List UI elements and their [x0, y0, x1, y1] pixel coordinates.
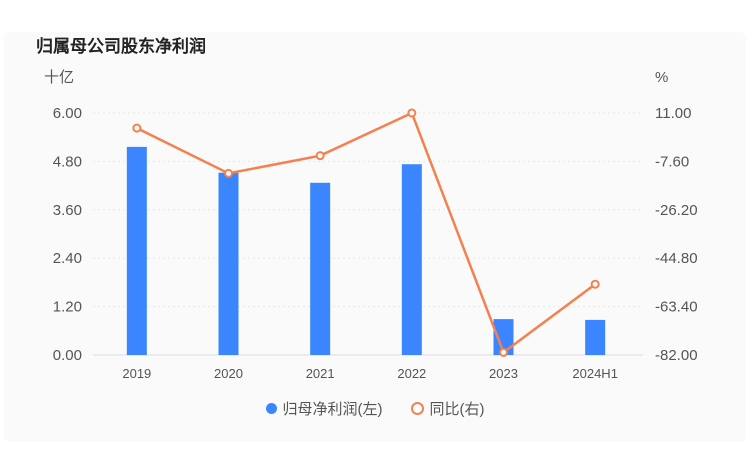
right-tick-label: -7.60: [655, 153, 689, 170]
x-tick-label: 2020: [214, 366, 243, 381]
line-point-2023: [499, 347, 508, 357]
line-point-2022: [407, 108, 417, 118]
x-tick-label: 2019: [122, 366, 151, 381]
right-tick-label: -26.20: [655, 202, 698, 219]
left-tick-label: 6.00: [53, 105, 82, 122]
right-axis-unit: %: [655, 69, 668, 86]
right-tick-label: 11.00: [655, 105, 691, 122]
left-tick-label: 0.00: [53, 347, 82, 364]
x-tick-label: 2024H1: [572, 366, 618, 381]
line-point-2021: [315, 151, 325, 161]
x-tick-label: 2022: [397, 366, 426, 381]
bar-2020: [218, 172, 239, 355]
line-point-2020: [224, 168, 233, 178]
right-tick-label: -63.40: [655, 299, 698, 316]
line-point-2024H1: [590, 279, 600, 289]
line-point-2019: [132, 123, 142, 133]
left-tick-label: 3.60: [53, 202, 82, 219]
left-tick-label: 2.40: [53, 250, 82, 267]
bar-2021: [310, 182, 331, 355]
right-tick-label: -82.00: [655, 347, 698, 364]
line-series: [136, 111, 596, 355]
chart-title: 归属母公司股东净利润: [36, 37, 206, 56]
bar-2024H1: [585, 319, 606, 355]
left-tick-label: 4.80: [53, 153, 82, 170]
legend-item-line[interactable]: 同比(右): [410, 398, 485, 419]
legend-label: 归母净利润(左): [282, 401, 383, 418]
left-axis-unit: 十亿: [44, 69, 74, 86]
legend-item-bar[interactable]: 归母净利润(左): [265, 398, 383, 419]
bar-2019: [126, 146, 147, 355]
legend: 归母净利润(左) 同比(右): [0, 398, 750, 419]
x-tick-label: 2021: [306, 366, 335, 381]
x-tick-label: 2023: [489, 366, 518, 381]
bar-2022: [401, 164, 422, 355]
legend-label: 同比(右): [429, 401, 485, 418]
bar-2023: [493, 319, 514, 355]
right-tick-label: -44.80: [655, 250, 698, 267]
legend-bar-marker: [265, 403, 277, 414]
left-tick-label: 1.20: [53, 299, 82, 316]
legend-line-marker: [410, 402, 424, 415]
